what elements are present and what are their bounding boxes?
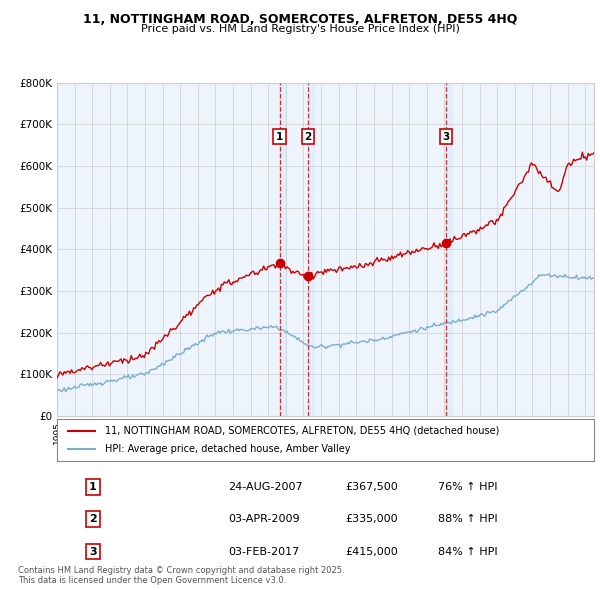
Bar: [280, 83, 286, 416]
Text: 03-FEB-2017: 03-FEB-2017: [228, 547, 299, 556]
Text: 03-APR-2009: 03-APR-2009: [228, 514, 299, 524]
Text: £415,000: £415,000: [345, 547, 398, 556]
Text: 1: 1: [276, 132, 283, 142]
Text: 3: 3: [442, 132, 449, 142]
Text: 88% ↑ HPI: 88% ↑ HPI: [438, 514, 497, 524]
Text: HPI: Average price, detached house, Amber Valley: HPI: Average price, detached house, Ambe…: [106, 444, 351, 454]
Text: £367,500: £367,500: [345, 482, 398, 491]
Text: 3: 3: [89, 547, 97, 556]
Text: 1: 1: [89, 482, 97, 491]
Text: £335,000: £335,000: [345, 514, 398, 524]
Bar: [446, 83, 452, 416]
Text: 11, NOTTINGHAM ROAD, SOMERCOTES, ALFRETON, DE55 4HQ: 11, NOTTINGHAM ROAD, SOMERCOTES, ALFRETO…: [83, 13, 517, 26]
Text: Price paid vs. HM Land Registry's House Price Index (HPI): Price paid vs. HM Land Registry's House …: [140, 24, 460, 34]
Text: 24-AUG-2007: 24-AUG-2007: [228, 482, 302, 491]
Text: Contains HM Land Registry data © Crown copyright and database right 2025.
This d: Contains HM Land Registry data © Crown c…: [18, 566, 344, 585]
Text: 2: 2: [89, 514, 97, 524]
Text: 76% ↑ HPI: 76% ↑ HPI: [438, 482, 497, 491]
Bar: [308, 83, 314, 416]
Text: 11, NOTTINGHAM ROAD, SOMERCOTES, ALFRETON, DE55 4HQ (detached house): 11, NOTTINGHAM ROAD, SOMERCOTES, ALFRETO…: [106, 426, 500, 436]
Text: 2: 2: [304, 132, 311, 142]
Text: 84% ↑ HPI: 84% ↑ HPI: [438, 547, 497, 556]
